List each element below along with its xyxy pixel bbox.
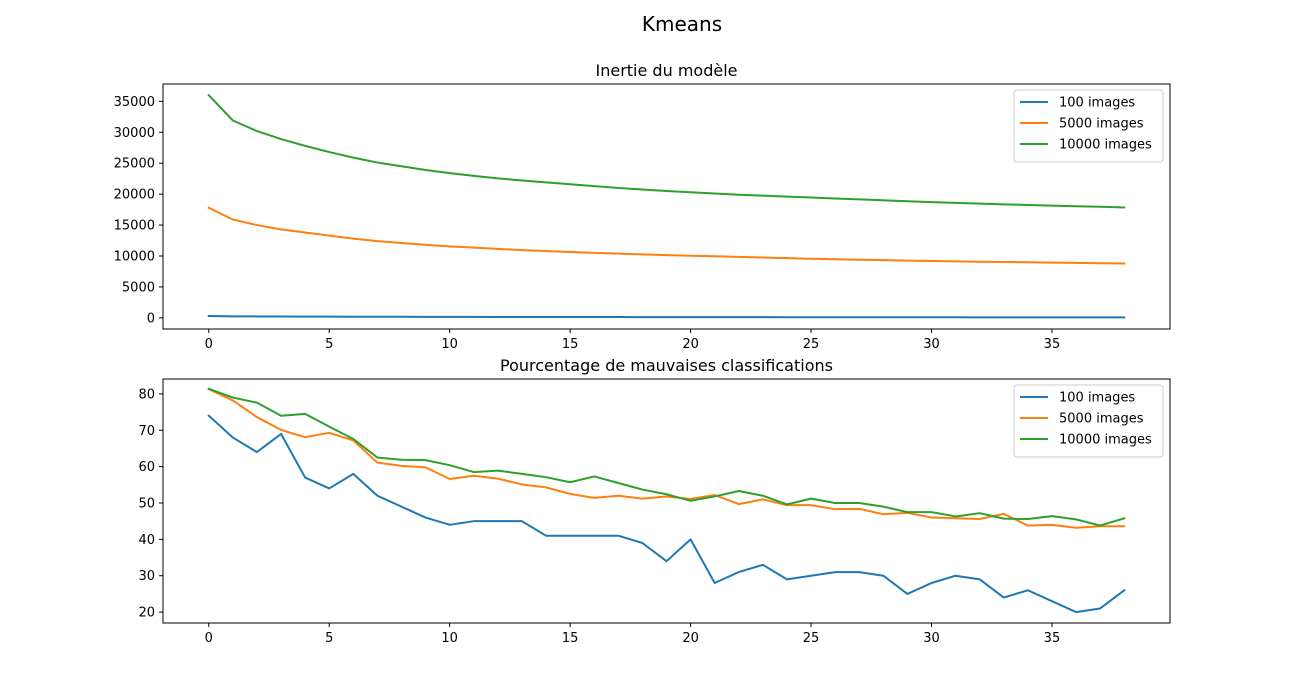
legend: 100 images 5000 images 10000 images	[1013, 89, 1164, 163]
legend-label: 100 images	[1059, 96, 1135, 111]
y-tick-label: 60	[138, 460, 155, 475]
x-tick-label: 0	[205, 631, 213, 646]
x-tick-label: 10	[441, 337, 458, 352]
x-tick-label: 15	[562, 337, 579, 352]
legend-label: 10000 images	[1059, 433, 1152, 448]
legend-label: 5000 images	[1059, 412, 1144, 427]
plot-area-frame	[162, 83, 1171, 330]
legend-label: 5000 images	[1059, 117, 1144, 132]
x-tick-label: 25	[803, 631, 820, 646]
legend-box	[1013, 384, 1164, 458]
y-tick-label: 80	[138, 387, 155, 402]
x-tick-label: 20	[682, 337, 699, 352]
y-tick-label: 0	[147, 311, 155, 326]
y-tick-label: 30	[138, 569, 155, 584]
y-tick-label: 5000	[122, 280, 155, 295]
x-tick-label: 5	[325, 337, 333, 352]
x-tick-label: 5	[325, 631, 333, 646]
misclassification-chart-panel: Pourcentage de mauvaises classifications…	[138, 356, 1171, 646]
x-tick-label: 15	[562, 631, 579, 646]
series-line-1	[207, 414, 1126, 614]
x-tick-label: 25	[803, 337, 820, 352]
legend-label: 10000 images	[1059, 138, 1152, 153]
y-tick-label: 70	[138, 424, 155, 439]
y-tick-label: 15000	[114, 219, 155, 234]
plot-area-frame	[162, 378, 1171, 624]
y-tick-label: 40	[138, 533, 155, 548]
y-tick-label: 30000	[114, 126, 155, 141]
x-tick-label: 35	[1044, 631, 1061, 646]
x-tick-label: 0	[205, 337, 213, 352]
inertia-chart-panel: Inertie du modèle 0 5 10 15 20 25 30 35 0 5000 1000…	[114, 61, 1171, 352]
legend-label: 100 images	[1059, 391, 1135, 406]
x-tick-label: 20	[682, 631, 699, 646]
y-tick-label: 20	[138, 606, 155, 621]
y-tick-label: 10000	[114, 249, 155, 264]
chart-title: Inertie du modèle	[596, 61, 738, 80]
series-line-1	[207, 314, 1126, 319]
series-line-3	[207, 93, 1126, 209]
y-tick-label: 20000	[114, 188, 155, 203]
chart-title: Pourcentage de mauvaises classifications	[500, 356, 833, 375]
series-line-3	[207, 387, 1126, 527]
x-tick-label: 30	[923, 631, 940, 646]
series-line-2	[207, 387, 1126, 529]
x-tick-label: 35	[1044, 337, 1061, 352]
legend: 100 images 5000 images 10000 images	[1013, 384, 1164, 458]
legend-box	[1013, 89, 1164, 163]
figure-title: Kmeans	[642, 12, 722, 36]
series-line-2	[207, 206, 1126, 265]
x-tick-label: 30	[923, 337, 940, 352]
y-tick-label: 50	[138, 497, 155, 512]
y-tick-label: 25000	[114, 157, 155, 172]
x-tick-label: 10	[441, 631, 458, 646]
y-tick-label: 35000	[114, 95, 155, 110]
